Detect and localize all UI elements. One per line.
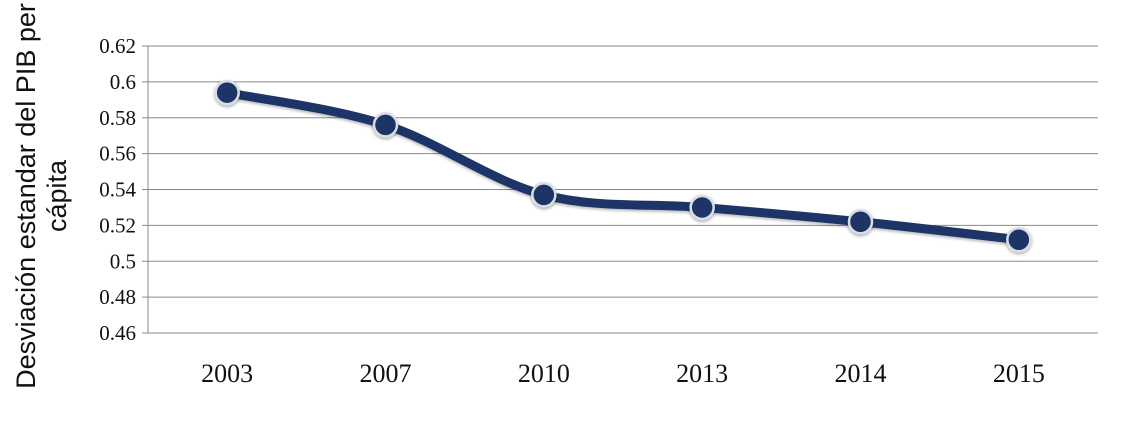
x-tick-label: 2010	[518, 359, 570, 388]
y-axis-title-line-1: Desviación estandar del PIB per	[11, 3, 41, 389]
data-point-2015	[1006, 226, 1032, 253]
y-tick-label: 0.6	[110, 70, 136, 94]
x-tick-label: 2003	[201, 359, 253, 388]
data-point-2014	[847, 209, 874, 235]
y-tick-label: 0.46	[99, 321, 136, 345]
x-tick-label: 2013	[676, 359, 728, 388]
data-point-2003	[214, 79, 240, 106]
series-line-layer	[222, 88, 1024, 245]
series-markers	[214, 79, 1032, 253]
x-tick-labels: 2003 2007 2010 2013 2014 2015	[201, 359, 1045, 388]
y-tick-label: 0.52	[99, 213, 136, 237]
y-tick-label: 0.54	[99, 178, 136, 202]
data-point-2007	[372, 112, 399, 138]
x-tick-label: 2014	[835, 359, 887, 388]
gridlines	[142, 45, 1098, 334]
y-tick-label: 0.62	[99, 34, 136, 58]
data-point-2013	[689, 194, 715, 221]
y-axis-title-line-2: cápita	[42, 159, 72, 232]
data-point-2010	[531, 182, 557, 208]
series-line	[222, 88, 1024, 245]
x-tick-label: 2007	[360, 359, 412, 388]
y-tick-labels: 0.46 0.48 0.5 0.52 0.54 0.56 0.58 0.6 0.62	[99, 34, 136, 345]
y-tick-label: 0.48	[99, 285, 136, 309]
y-tick-label: 0.5	[110, 249, 136, 273]
y-tick-label: 0.56	[99, 142, 136, 166]
y-axis-title: Desviación estandar del PIB per cápita	[11, 3, 72, 389]
x-tick-label: 2015	[993, 359, 1045, 388]
y-tick-label: 0.58	[99, 106, 136, 130]
